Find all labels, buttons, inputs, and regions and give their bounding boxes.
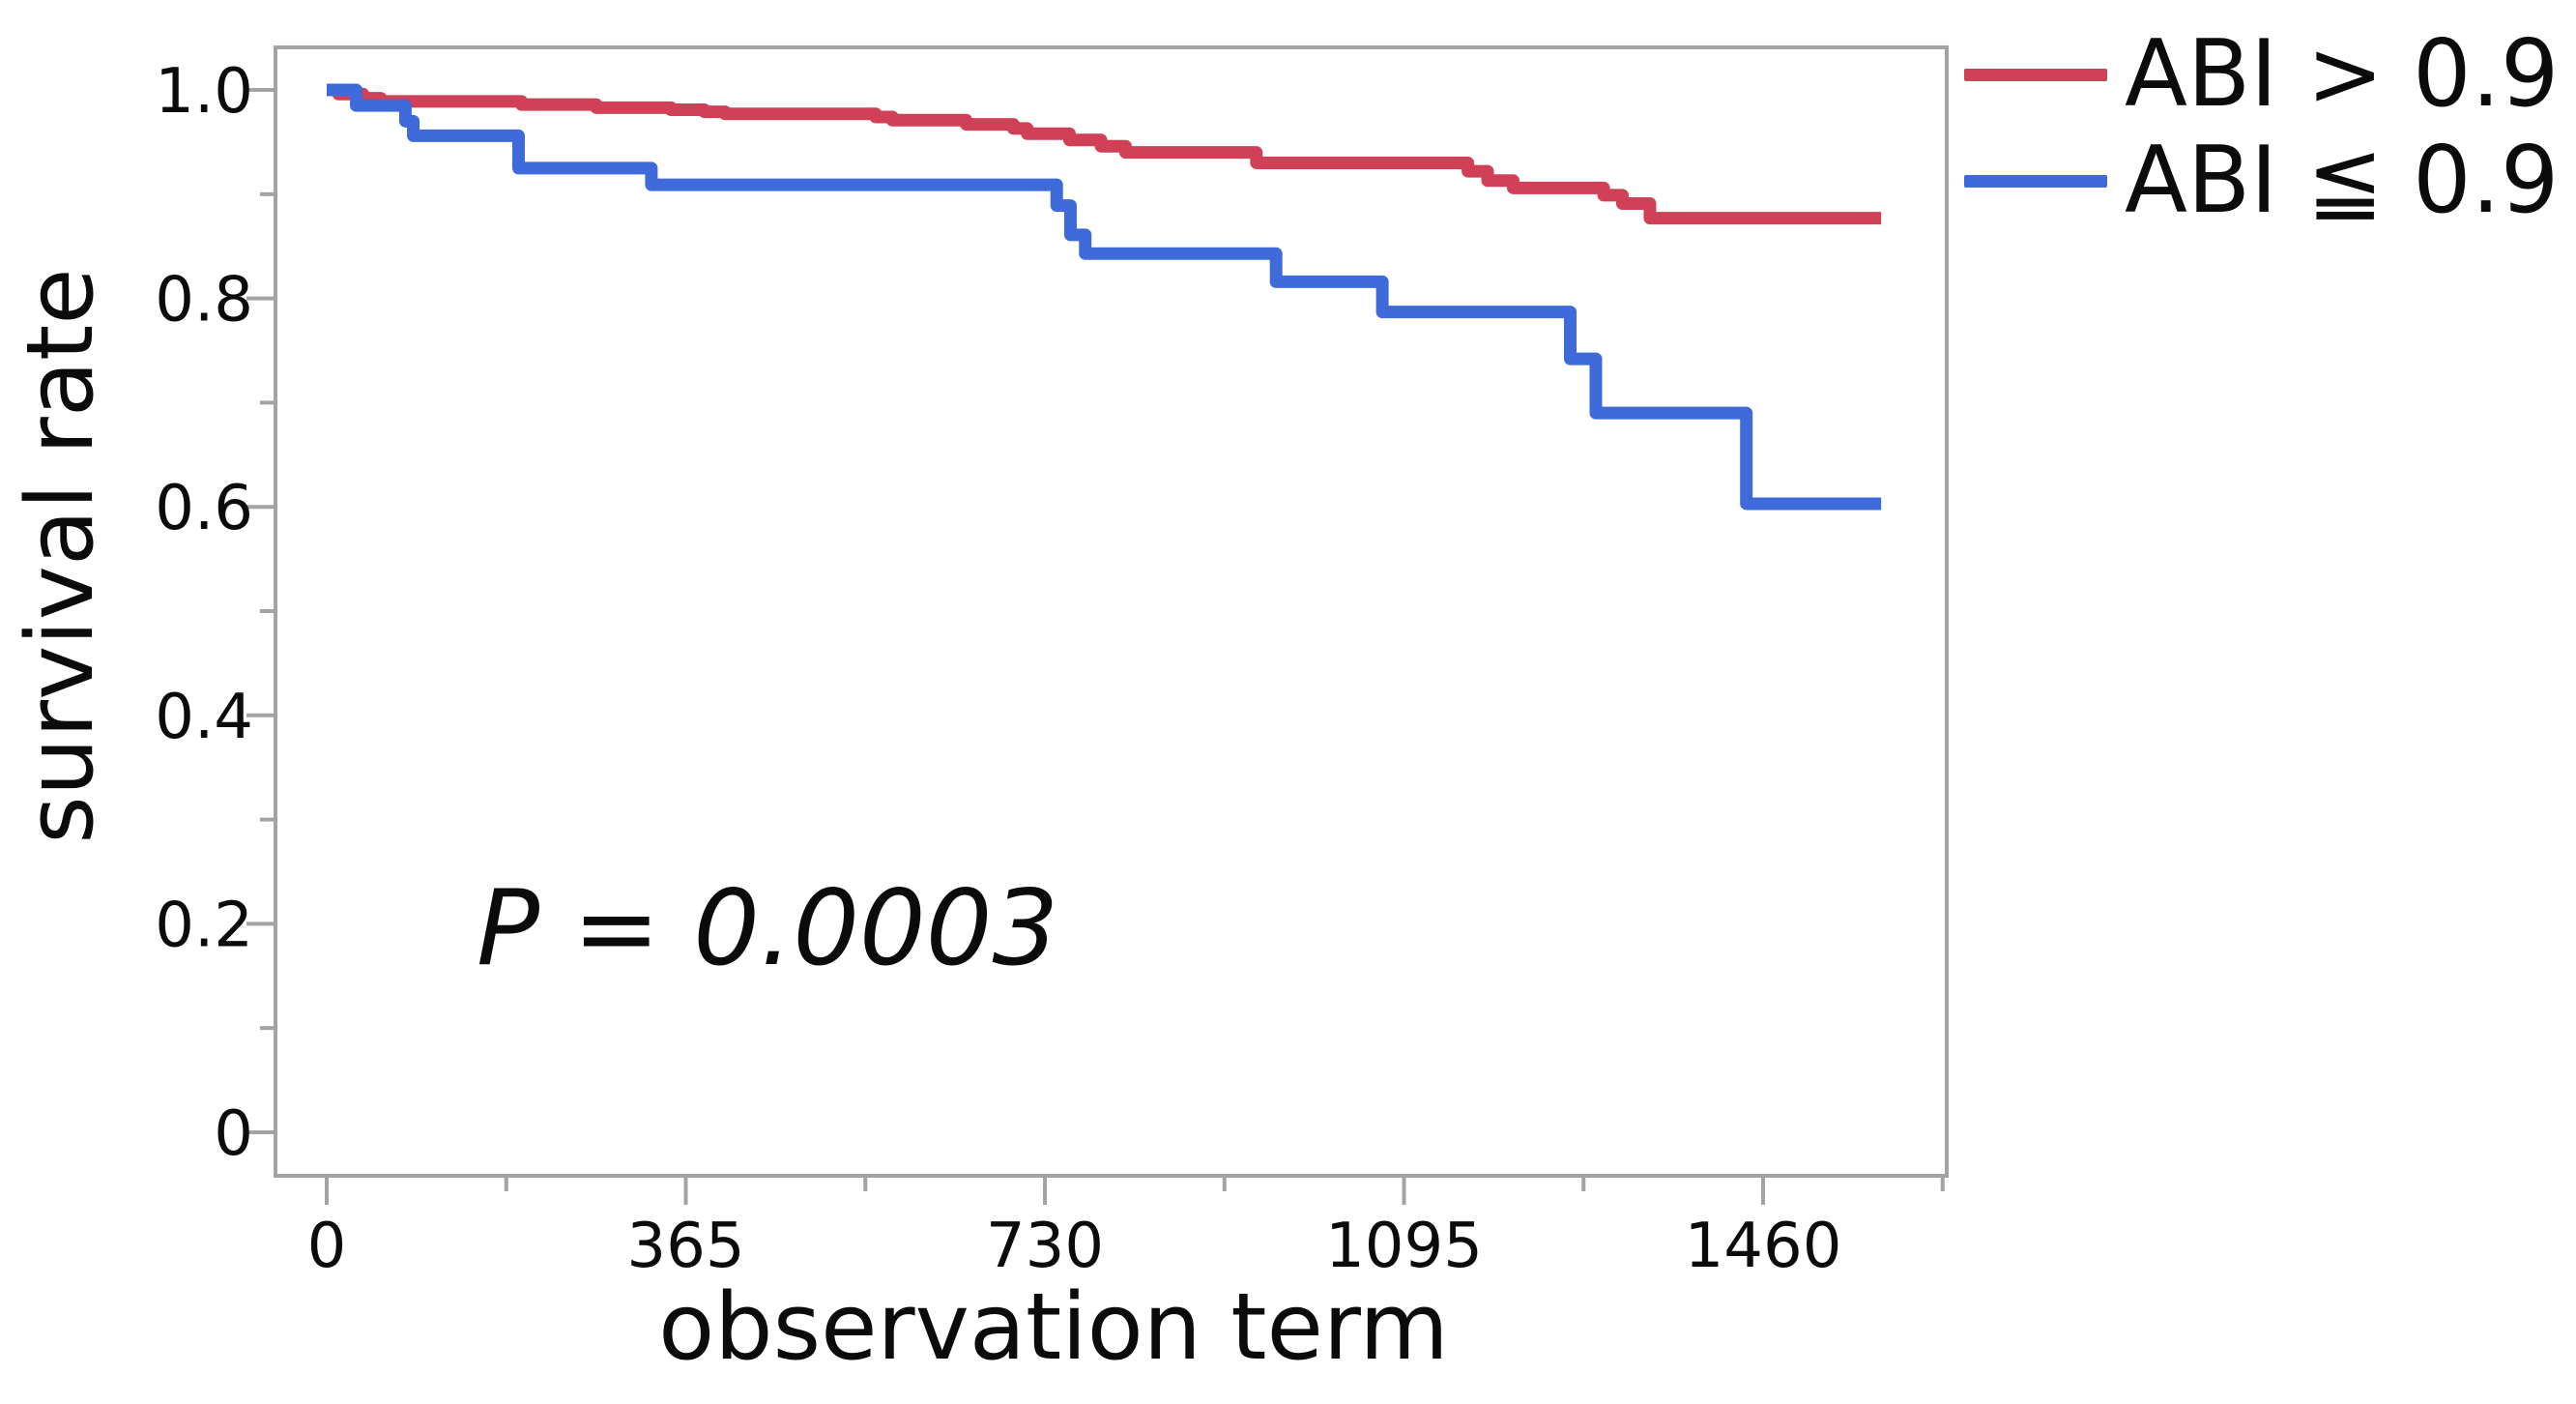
x-axis-ticks	[325, 1176, 1945, 1205]
y-axis-tick-labels: 1.0 0.8 0.6 0.4 0.2 0	[155, 56, 253, 1170]
y-tick-label: 1.0	[155, 56, 253, 128]
survival-curve-abi-gt-09	[327, 83, 1882, 225]
legend-line-swatch-blue	[1964, 174, 2107, 188]
y-axis-title: survival rate	[8, 268, 114, 844]
x-tick-label: 730	[986, 1211, 1104, 1282]
y-tick-label: 0	[214, 1098, 253, 1170]
y-tick-label: 0.6	[155, 473, 253, 544]
x-tick-label: 0	[307, 1211, 347, 1282]
legend-line-swatch-red	[1964, 68, 2107, 81]
survival-curve-abi-le-09	[327, 83, 1882, 511]
y-tick-label: 0.2	[155, 890, 253, 961]
y-tick-label: 0.4	[155, 682, 253, 753]
y-tick-label: 0.8	[155, 265, 253, 336]
legend-label-abi-le-09: ABI ≦ 0.9	[2125, 127, 2560, 234]
x-tick-label: 1095	[1325, 1211, 1483, 1282]
x-axis-title: observation term	[658, 1274, 1449, 1381]
x-axis-tick-labels: 0 365 730 1095 1460	[307, 1211, 1842, 1282]
legend-item-abi-le-09: ABI ≦ 0.9	[1964, 128, 2559, 234]
y-axis-ticks	[246, 88, 275, 1134]
legend: ABI > 0.9 ABI ≦ 0.9	[1964, 21, 2559, 234]
legend-item-abi-gt-09: ABI > 0.9	[1964, 21, 2559, 128]
p-value-annotation: P = 0.0003	[477, 868, 1059, 989]
survival-curves	[327, 83, 1882, 511]
x-tick-label: 365	[626, 1211, 744, 1282]
x-tick-label: 1460	[1685, 1211, 1842, 1282]
legend-label-abi-gt-09: ABI > 0.9	[2125, 20, 2560, 128]
